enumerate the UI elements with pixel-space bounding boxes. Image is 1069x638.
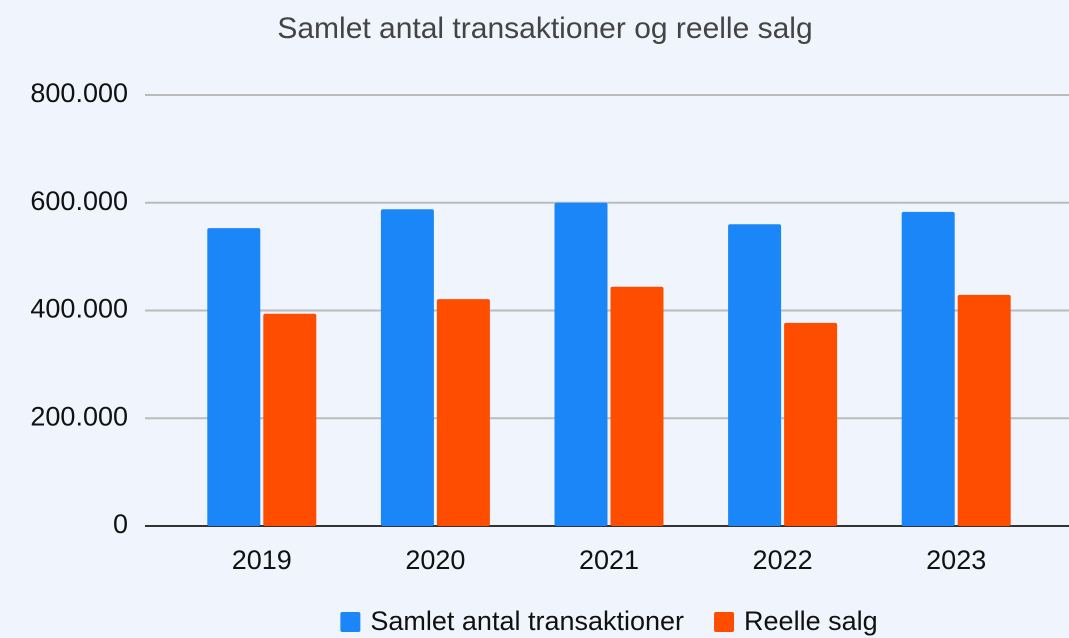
y-tick-label: 400.000: [30, 294, 128, 324]
legend-label: Samlet antal transaktioner: [370, 606, 684, 636]
bar: [380, 209, 434, 526]
x-tick-label: 2019: [232, 545, 292, 575]
bar: [436, 299, 490, 526]
x-tick-label: 2020: [405, 545, 465, 575]
chart-title: Samlet antal transaktioner og reelle sal…: [277, 12, 812, 45]
x-tick-label: 2022: [753, 545, 813, 575]
bar: [554, 202, 608, 526]
bar: [728, 224, 782, 527]
legend: Samlet antal transaktioner Reelle salg: [340, 606, 878, 636]
bar: [263, 313, 317, 526]
legend-swatch: [714, 612, 735, 632]
bar: [901, 211, 955, 526]
bar: [784, 322, 838, 526]
y-tick-label: 0: [113, 509, 128, 539]
x-tick-label: 2021: [579, 545, 639, 575]
bar: [207, 228, 261, 527]
y-tick-label: 200.000: [30, 401, 128, 431]
y-tick-label: 800.000: [30, 78, 128, 108]
y-tick-label: 600.000: [30, 186, 128, 216]
legend-swatch: [340, 612, 361, 632]
x-tick-label: 2023: [926, 545, 986, 575]
legend-label: Reelle salg: [744, 606, 878, 636]
bar: [610, 286, 664, 526]
bar: [957, 294, 1011, 526]
